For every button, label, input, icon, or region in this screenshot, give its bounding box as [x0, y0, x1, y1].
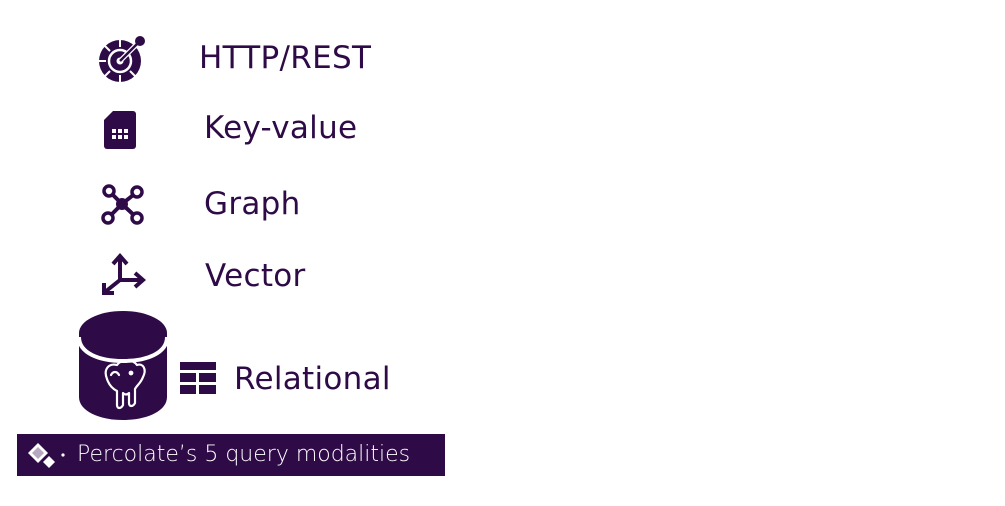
modality-label-key-value: Key-value [204, 110, 358, 146]
modality-label-vector: Vector [205, 258, 306, 294]
postgres-database-icon [77, 311, 169, 420]
table-icon [180, 362, 216, 394]
modality-label-relational: Relational [234, 361, 391, 397]
percolate-diamond-logo [28, 443, 65, 468]
sim-card-icon [104, 111, 136, 149]
modality-label-graph: Graph [204, 186, 301, 222]
caption-text: Percolate’s 5 query modalities [77, 442, 411, 467]
openapi-icon [99, 36, 145, 82]
graph-nodes-icon [101, 184, 144, 225]
caption-bar: Percolate’s 5 query modalities [17, 434, 445, 476]
modality-label-http-rest: HTTP/REST [199, 40, 372, 76]
vector-axes-icon [102, 252, 146, 295]
